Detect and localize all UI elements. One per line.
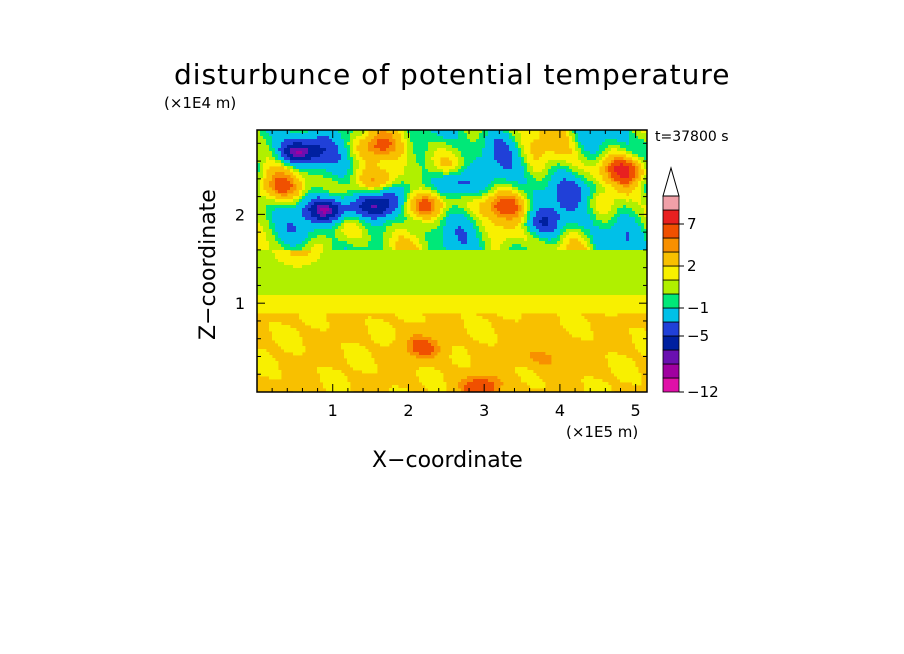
colorbar-segment — [662, 349, 680, 365]
x-tick-label: 1 — [328, 401, 338, 420]
chart-title: disturbunce of potential temperature — [174, 58, 731, 91]
colorbar-segment — [662, 195, 680, 211]
x-tick-label: 3 — [479, 401, 489, 420]
colorbar-tick-label: −12 — [687, 383, 719, 401]
colorbar-segment — [662, 265, 680, 281]
z-tick-label: 1 — [235, 294, 245, 313]
time-label: t=37800 s — [655, 129, 729, 145]
x-tick-label: 2 — [403, 401, 413, 420]
colorbar: 7 2 −1 −5 −12 — [662, 166, 719, 401]
colorbar-segment — [662, 307, 680, 323]
colorbar-extend-arrow — [662, 166, 680, 197]
colorbar-tick-label: 2 — [687, 257, 697, 275]
colorbar-segment — [662, 293, 680, 309]
colorbar-segment — [662, 237, 680, 253]
x-axis-label: X−coordinate — [372, 448, 523, 473]
z-axis-unit: (×1E4 m) — [164, 94, 237, 112]
x-tick-label: 4 — [555, 401, 565, 420]
colorbar-segment — [662, 335, 680, 351]
x-axis-unit: (×1E5 m) — [566, 423, 639, 441]
colorbar-segment — [662, 377, 680, 393]
colorbar-segment — [662, 279, 680, 295]
contour-field — [257, 130, 647, 392]
colorbar-tick-label: −1 — [687, 299, 709, 317]
colorbar-segment — [662, 363, 680, 379]
y-axis-label: Z−coordinate — [196, 189, 221, 340]
x-tick-label: 5 — [631, 401, 641, 420]
colorbar-segment — [662, 321, 680, 337]
colorbar-segment — [662, 223, 680, 239]
colorbar-tick-label: −5 — [687, 327, 709, 345]
z-tick-label: 2 — [235, 205, 245, 224]
colorbar-segment — [662, 209, 680, 225]
axes: 1 2 3 4 5 1 2 — [235, 130, 647, 420]
colorbar-segment — [662, 251, 680, 267]
colorbar-tick-label: 7 — [687, 215, 697, 233]
plot-frame — [256, 129, 648, 393]
